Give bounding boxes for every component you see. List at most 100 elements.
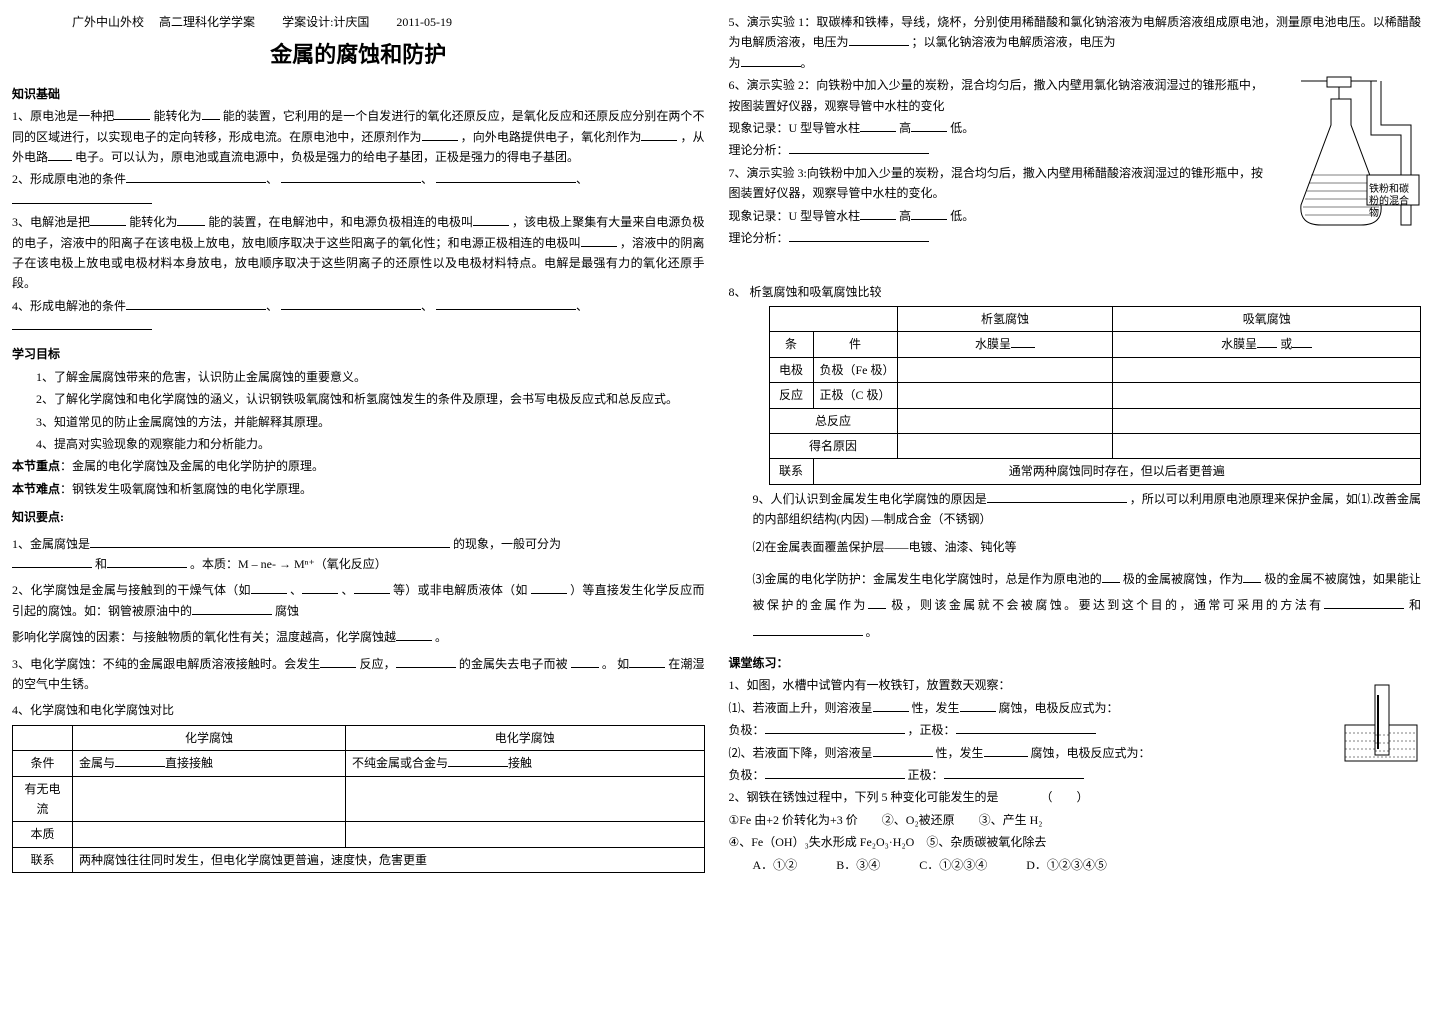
zsyd-1: 1、金属腐蚀是 的现象，一般可分为 和 。本质：M – ne- → Mⁿ⁺（氧化…: [12, 534, 705, 575]
choice-b: B．③④: [836, 858, 880, 872]
blank: [473, 214, 509, 226]
blank: [114, 108, 150, 120]
section-zsjc: 知识基础: [12, 84, 705, 104]
page-title: 金属的腐蚀和防护: [12, 36, 705, 73]
section-bjzd: 本节重点: [12, 459, 60, 473]
section-zsyd: 知识要点:: [12, 507, 705, 527]
ktlx-q1-2: ⑵、若液面下降，则溶液呈 性，发生 腐蚀，电极反应式为：: [729, 743, 1422, 763]
zsjc-p4: 4、形成电解池的条件、 、 、: [12, 296, 705, 337]
cell: 水膜呈: [897, 332, 1113, 357]
left-column: 广外中山外校 高二理科化学学案 学案设计:计庆国 2011-05-19 金属的腐…: [12, 12, 705, 877]
xxmb-3: 3、知道常见的防止金属腐蚀的方法，并能解释其原理。: [12, 412, 705, 432]
blank: [320, 656, 356, 668]
cell: 不纯金属或合金与接触: [346, 751, 704, 776]
ktlx-q2-opts1: ①Fe 由+2 价转化为+3 价 ②、O₂被还原 ③、产生 H₂: [729, 810, 1422, 830]
school: 广外中山外校: [72, 15, 144, 29]
blank: [987, 491, 1127, 503]
blank: [12, 318, 152, 330]
blank: [302, 582, 338, 594]
zsyd-2b: 影响化学腐蚀的因素：与接触物质的氧化性有关；温度越高，化学腐蚀越 。: [12, 627, 705, 647]
blank: [1257, 336, 1277, 348]
date: 2011-05-19: [396, 15, 452, 29]
blank: [90, 536, 450, 548]
blank: [354, 582, 390, 594]
blank: [90, 214, 126, 226]
blank: [765, 767, 905, 779]
choice-a: A．①②: [753, 858, 798, 872]
flask-diagram: 铁粉和碳粉的混合物: [1271, 75, 1421, 277]
ktlx-q2-opts2: ④、Fe（OH）₃失水形成 Fe₂O₃·H₂O ⑤、杂质碳被氧化除去: [729, 832, 1422, 852]
blank: [1011, 336, 1035, 348]
blank: [911, 120, 947, 132]
blank: [944, 767, 1084, 779]
blank: [396, 629, 432, 641]
row-essence: 本质: [13, 822, 73, 847]
ktlx-q1-neg: 负极： ，正极：: [729, 720, 1422, 740]
row-elec: 电极: [769, 357, 813, 382]
blank: [753, 624, 863, 636]
blank: [1324, 597, 1404, 609]
row-neg: 负极（Fe 极）: [813, 357, 897, 382]
blank: [531, 582, 567, 594]
blank: [860, 120, 896, 132]
blank: [126, 171, 266, 183]
blank: [741, 55, 801, 67]
xxmb-1: 1、了解金属腐蚀带来的危害，认识防止金属腐蚀的重要意义。: [12, 367, 705, 387]
p9c: ⑵在金属表面覆盖保护层——电镀、油漆、钝化等: [729, 537, 1422, 557]
blank: [629, 656, 665, 668]
row-name: 得名原因: [769, 433, 897, 458]
blank: [960, 700, 996, 712]
blank: [956, 722, 1096, 734]
cell: 水膜呈 或: [1113, 332, 1421, 357]
row-cond-l: 条: [769, 332, 813, 357]
zsjc-p2: 2、形成原电池的条件、 、 、: [12, 169, 705, 210]
blank: [860, 208, 896, 220]
blank: [177, 214, 205, 226]
blank: [126, 298, 266, 310]
blank: [396, 656, 456, 668]
header: 广外中山外校 高二理科化学学案 学案设计:计庆国 2011-05-19: [12, 12, 705, 32]
th-echem: 电化学腐蚀: [346, 725, 704, 750]
blank: [765, 722, 905, 734]
ktlx-q2: 2、钢铁在锈蚀过程中，下列 5 种变化可能发生的是 （ ）: [729, 787, 1422, 807]
blank: [202, 108, 220, 120]
section-ktlx: 课堂练习：: [729, 653, 1422, 673]
blank: [12, 556, 92, 568]
choice-c: C．①②③④: [919, 858, 987, 872]
cell: 金属与直接接触: [73, 751, 346, 776]
blank: [789, 142, 929, 154]
zsjc-p3: 3、电解池是把 能转化为 能的装置，在电解池中，和电源负极相连的电极叫 ，该电极…: [12, 212, 705, 294]
blank: [868, 597, 886, 609]
p9d: ⑶金属的电化学防护：金属发生电化学腐蚀时，总是作为原电池的 极的金属被腐蚀，作为…: [729, 566, 1422, 645]
ktlx-q1-1: ⑴、若液面上升，则溶液呈 性，发生 腐蚀，电极反应式为：: [729, 698, 1422, 718]
blank: [873, 745, 933, 757]
xxmb-4: 4、提高对实验现象的观察能力和分析能力。: [12, 434, 705, 454]
blank: [422, 129, 458, 141]
row-relation: 联系: [13, 847, 73, 872]
row-cond: 条件: [13, 751, 73, 776]
right-column: 5、演示实验 1：取碳棒和铁棒，导线，烧杯，分别使用稀醋酸和氯化钠溶液为电解质溶…: [729, 12, 1422, 877]
blank: [911, 208, 947, 220]
blank: [581, 235, 617, 247]
blank: [1102, 571, 1120, 583]
bjnd: 本节难点：钢铁发生吸氧腐蚀和析氢腐蚀的电化学原理。: [12, 479, 705, 499]
ktlx-q1-neg2: 负极： 正极：: [729, 765, 1422, 785]
th-xih: 析氢腐蚀: [897, 306, 1113, 331]
blank: [849, 34, 909, 46]
cell-relation: 两种腐蚀往往同时发生，但电化学腐蚀更普遍，速度快，危害更重: [73, 847, 705, 872]
choice-d: D．①②③④⑤: [1026, 858, 1107, 872]
blank: [251, 582, 287, 594]
tube-diagram: [1341, 675, 1421, 771]
cell-rel: 通常两种腐蚀同时存在，但以后者更普遍: [813, 459, 1421, 484]
blank: [12, 192, 152, 204]
blank: [448, 755, 508, 767]
p9: 9、人们认识到金属发生电化学腐蚀的原因是 ，所以可以利用原电池原理来保护金属，如…: [729, 489, 1422, 530]
blank: [436, 298, 576, 310]
blank: [789, 230, 929, 242]
blank: [436, 171, 576, 183]
th-chem: 化学腐蚀: [73, 725, 346, 750]
blank: [1243, 571, 1261, 583]
row-current: 有无电流: [13, 776, 73, 822]
row-react: 反应: [769, 383, 813, 408]
blank: [281, 171, 421, 183]
